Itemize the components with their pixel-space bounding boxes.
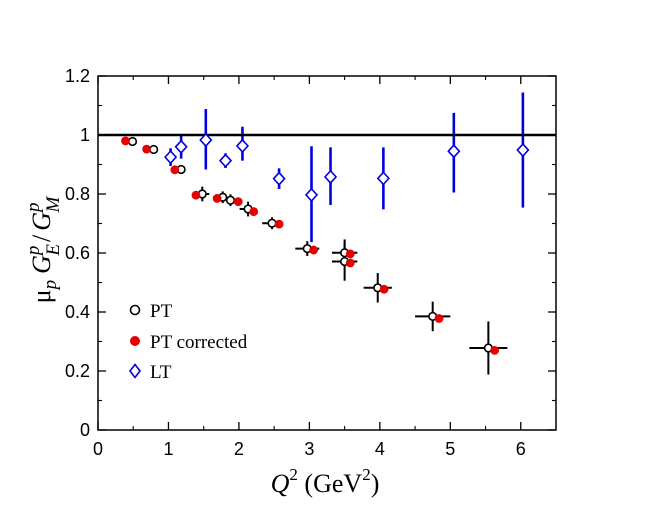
x-tick-label: 2: [234, 439, 244, 459]
legend-marker-lt: [128, 363, 142, 379]
lt-point: [174, 139, 188, 154]
pt-corrected-point: [274, 219, 284, 229]
x-title-units-sup: 2: [362, 465, 371, 484]
legend-label-pt: PT: [150, 301, 173, 322]
pt-corrected-point: [233, 197, 243, 207]
pt-point: [267, 218, 277, 228]
pt-corrected-point: [434, 314, 444, 323]
y-axis-title: μpGpE/GpM: [23, 195, 64, 303]
legend: PT PT corrected LT: [128, 301, 248, 383]
x-tick-label: 4: [375, 439, 385, 459]
y-title-g1: G: [27, 255, 56, 274]
x-title-q-sup: 2: [289, 465, 298, 484]
pt-corrected-point: [379, 284, 389, 294]
y-title-g1-sup: p: [23, 246, 44, 258]
axis-ticks: [97, 75, 556, 431]
y-tick-label: 0.6: [65, 243, 90, 263]
y-title-slash: /: [27, 234, 56, 242]
pt-point: [127, 136, 138, 147]
pt-corrected-point: [191, 190, 201, 200]
pt-corrected-point: [121, 136, 130, 146]
pt-corrected-point: [212, 194, 222, 203]
legend-marker-pt-corrected: [130, 336, 140, 346]
pt-corrected-point: [490, 345, 500, 355]
y-tick-label: 0.2: [65, 361, 90, 381]
lt-point: [376, 171, 390, 186]
legend-marker-pt: [129, 304, 141, 316]
pt-point: [225, 195, 236, 205]
y-title-g2-sub: M: [43, 195, 64, 213]
x-title-units: (GeV: [298, 469, 362, 498]
y-tick-label: 0.4: [65, 302, 90, 322]
y-tick-label: 1: [80, 125, 90, 145]
y-title-g2-sup: p: [23, 202, 44, 214]
legend-label-pt-corrected: PT corrected: [150, 332, 248, 353]
x-tick-label: 0: [93, 439, 103, 459]
x-title-q: Q: [271, 469, 290, 498]
lt-point: [304, 187, 319, 203]
y-tick-label: 1.2: [65, 66, 90, 86]
pt-corrected-point: [170, 165, 180, 175]
x-axis-title: Q2 (GeV2): [271, 465, 380, 498]
lt-point: [323, 169, 338, 185]
x-tick-label: 6: [516, 439, 526, 459]
lt-point: [235, 138, 250, 154]
x-tick-label: 5: [445, 439, 455, 459]
y-title-g2: G: [27, 212, 56, 231]
lt-point: [218, 153, 233, 168]
x-title-close: ): [371, 469, 380, 498]
pt-corrected-point: [249, 207, 259, 217]
lt-point: [199, 132, 213, 148]
legend-label-lt: LT: [150, 362, 172, 383]
lt-point: [272, 171, 286, 186]
x-tick-label: 3: [304, 439, 314, 459]
pt-corrected-point: [345, 249, 355, 259]
y-tick-label: 0.8: [65, 184, 90, 204]
y-tick-label: 0: [80, 420, 90, 440]
pt-corrected-point: [345, 258, 355, 268]
lt-point: [163, 149, 178, 165]
y-title-g1-sub: E: [43, 244, 64, 257]
data-markers: [121, 132, 530, 355]
lt-point: [447, 144, 461, 159]
y-title-mu-sub: p: [40, 280, 61, 292]
pt-corrected-point: [309, 245, 319, 255]
tick-labels: 0 1 2 3 4 5 6 0 0.2 0.4 0.6 0.8 1 1.2: [65, 66, 526, 459]
x-tick-label: 1: [163, 439, 173, 459]
pt-corrected-point: [142, 144, 152, 154]
y-title-mu: μ: [27, 289, 56, 303]
lt-point: [516, 142, 530, 158]
